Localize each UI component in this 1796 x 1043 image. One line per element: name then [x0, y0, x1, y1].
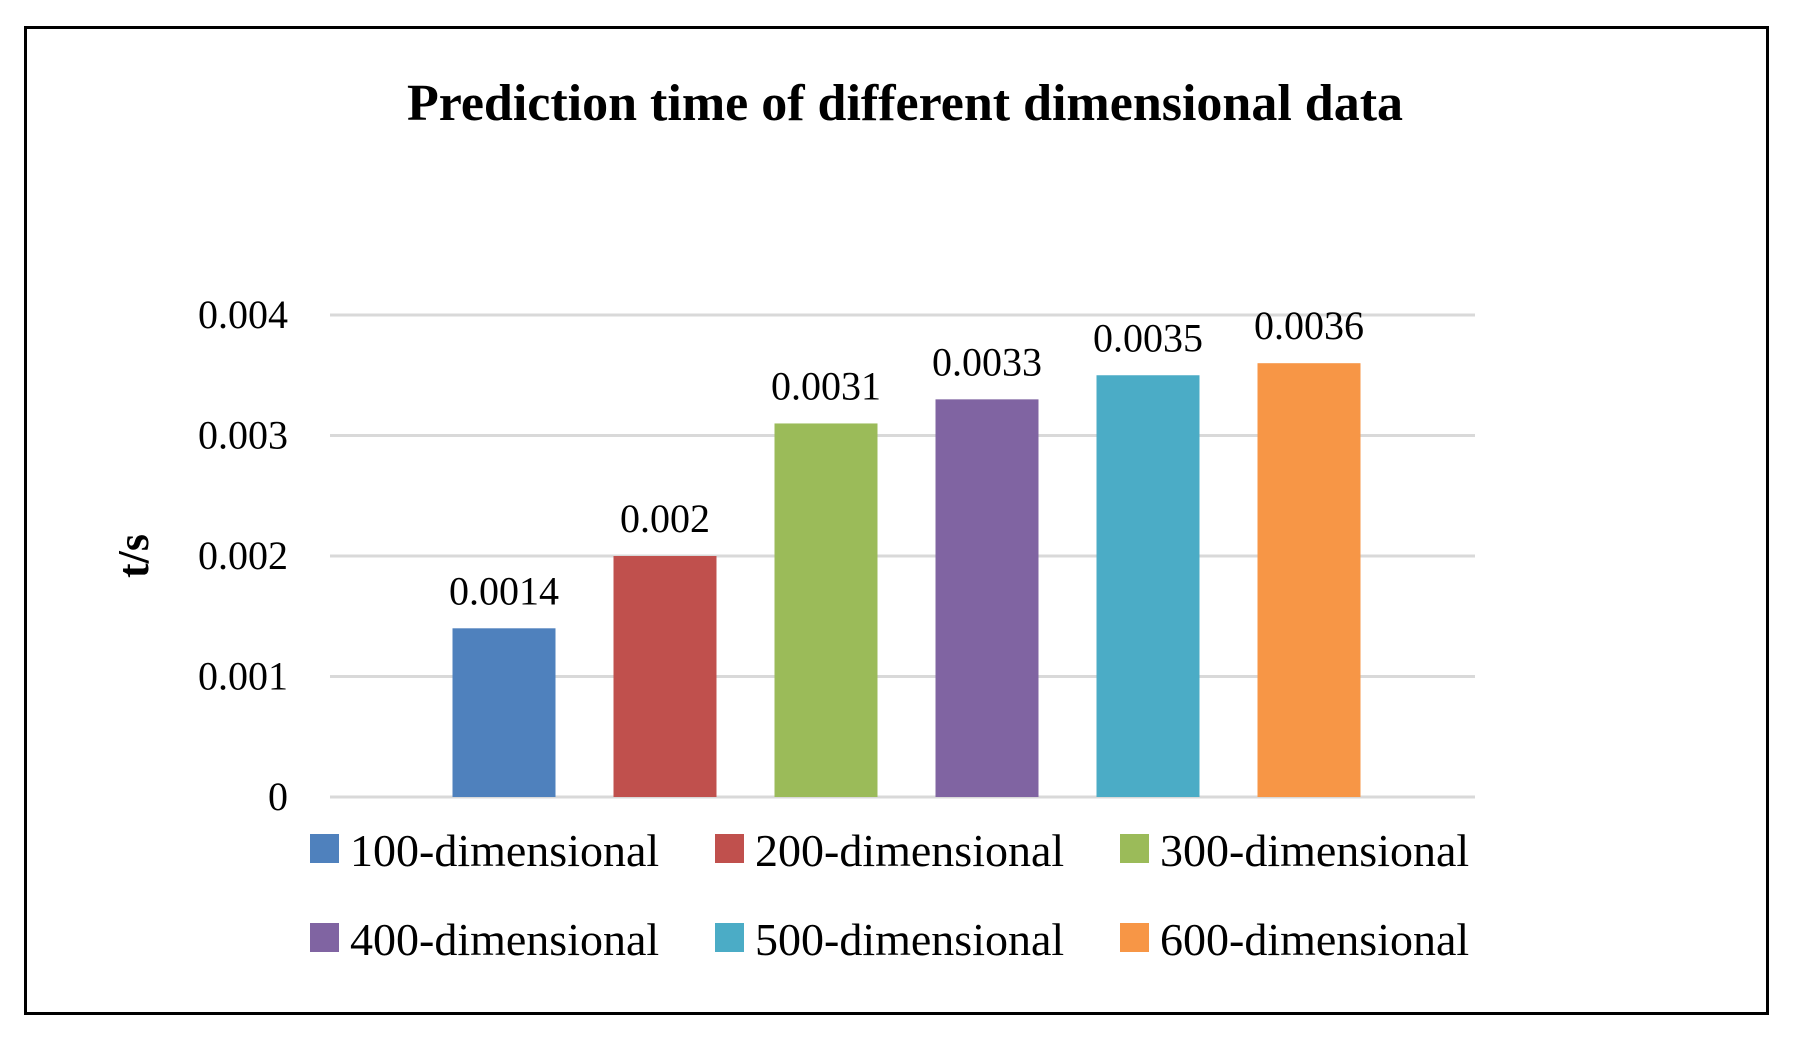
chart-title: Prediction time of different dimensional…: [407, 75, 1403, 132]
bar-200-dimensional: [613, 556, 717, 797]
legend-label: 200-dimensional: [755, 825, 1064, 876]
legend-label: 400-dimensional: [350, 914, 659, 965]
y-tick-label: 0.001: [198, 654, 288, 699]
y-axis-label: t/s: [109, 534, 158, 578]
legend-swatch-400-dimensional: [310, 923, 339, 952]
data-label: 0.0033: [932, 339, 1042, 384]
legend-label: 600-dimensional: [1160, 914, 1469, 965]
y-tick-label: 0.004: [198, 292, 288, 337]
legend-swatch-300-dimensional: [1120, 834, 1149, 863]
bar-600-dimensional: [1257, 363, 1361, 797]
legend-label: 300-dimensional: [1160, 825, 1469, 876]
data-label: 0.0031: [771, 363, 881, 408]
y-tick-label: 0: [268, 774, 288, 819]
legend-swatch-200-dimensional: [715, 834, 744, 863]
legend-swatch-600-dimensional: [1120, 923, 1149, 952]
legend-swatch-500-dimensional: [715, 923, 744, 952]
bar-300-dimensional: [774, 423, 878, 797]
data-label: 0.0036: [1254, 303, 1364, 348]
bar-400-dimensional: [935, 399, 1039, 797]
bar-500-dimensional: [1096, 375, 1200, 797]
bar-100-dimensional: [452, 628, 556, 797]
legend-swatch-100-dimensional: [310, 834, 339, 863]
data-label: 0.002: [620, 496, 710, 541]
legend-label: 500-dimensional: [755, 914, 1064, 965]
y-tick-label: 0.003: [198, 413, 288, 458]
data-label: 0.0035: [1093, 315, 1203, 360]
legend-label: 100-dimensional: [350, 825, 659, 876]
data-label: 0.0014: [449, 568, 559, 613]
y-tick-label: 0.002: [198, 533, 288, 578]
